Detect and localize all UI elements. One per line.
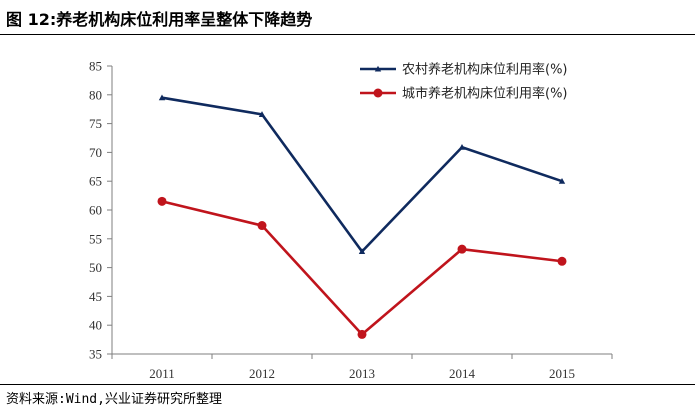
y-tick-label: 65 <box>89 174 102 189</box>
x-axis-ticks: 2011 2012 2013 2014 2015 <box>111 354 613 381</box>
y-tick-label: 75 <box>89 116 102 131</box>
data-point <box>457 244 467 254</box>
y-tick-label: 45 <box>89 289 102 304</box>
data-point <box>157 196 167 206</box>
x-tick-label: 2013 <box>349 366 375 381</box>
y-tick-label: 50 <box>89 260 102 275</box>
data-point <box>458 144 466 150</box>
legend-label: 农村养老机构床位利用率(%) <box>402 62 568 78</box>
y-tick-label: 60 <box>89 203 102 218</box>
data-point <box>557 256 567 266</box>
data-point <box>258 111 266 117</box>
legend-label: 城市养老机构床位利用率(%) <box>402 86 568 102</box>
series-line <box>161 96 563 253</box>
chart-axes <box>111 66 612 355</box>
chart-legend: 农村养老机构床位利用率(%) 城市养老机构床位利用率(%) <box>360 62 568 102</box>
data-point <box>257 221 267 231</box>
y-tick-label: 85 <box>89 59 102 74</box>
y-tick-label: 55 <box>89 231 102 246</box>
y-tick-label: 35 <box>89 347 102 362</box>
series-1 <box>157 196 567 339</box>
source-note: 资料来源:Wind,兴业证券研究所整理 <box>6 392 222 407</box>
title-rule <box>0 34 695 35</box>
y-tick-label: 80 <box>89 87 102 102</box>
chart-series <box>157 94 567 339</box>
x-tick-label: 2012 <box>249 366 275 381</box>
source-rule <box>0 384 695 385</box>
series-0 <box>158 94 566 255</box>
y-tick-label: 40 <box>89 318 102 333</box>
x-tick-label: 2015 <box>549 366 575 381</box>
figure-title: 图 12:养老机构床位利用率呈整体下降趋势 <box>6 10 313 29</box>
x-tick-label: 2014 <box>449 366 476 381</box>
y-tick-label: 70 <box>89 145 102 160</box>
x-tick-label: 2011 <box>149 366 175 381</box>
y-axis-ticks: 35 40 45 50 55 60 65 70 75 80 85 <box>89 59 112 362</box>
legend-swatch-marker <box>373 88 383 98</box>
data-point <box>558 178 566 184</box>
legend-swatch-marker <box>374 65 382 72</box>
data-point <box>357 329 367 339</box>
data-point <box>158 94 166 101</box>
data-point <box>358 248 366 255</box>
series-line <box>161 200 563 336</box>
